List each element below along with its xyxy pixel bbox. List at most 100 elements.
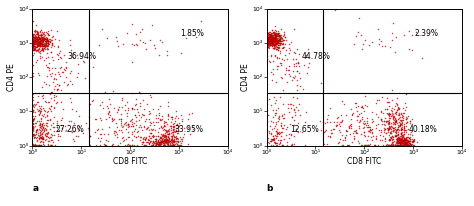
Point — [166, 140, 173, 143]
Point — [29, 63, 36, 66]
Point — [270, 46, 278, 49]
Point — [271, 34, 278, 37]
Point — [271, 40, 278, 43]
Point — [39, 39, 46, 42]
Point — [273, 44, 280, 47]
Point — [47, 96, 55, 99]
Point — [121, 109, 128, 112]
Point — [402, 92, 410, 95]
Point — [385, 121, 393, 124]
Point — [163, 122, 171, 125]
Point — [296, 76, 304, 80]
Point — [273, 34, 280, 37]
Point — [29, 129, 36, 132]
Point — [274, 32, 282, 35]
Point — [400, 107, 407, 110]
Point — [118, 137, 126, 140]
Point — [33, 29, 41, 33]
Point — [399, 128, 406, 131]
Point — [174, 144, 182, 147]
Point — [169, 130, 176, 134]
Point — [162, 138, 170, 141]
Point — [29, 95, 37, 98]
Point — [290, 135, 297, 138]
Point — [327, 136, 334, 139]
Point — [406, 141, 413, 145]
Point — [273, 48, 281, 51]
Point — [268, 39, 275, 42]
Point — [155, 134, 162, 137]
Point — [94, 127, 101, 130]
Point — [137, 116, 145, 119]
Point — [266, 35, 274, 38]
Point — [145, 142, 153, 145]
Point — [279, 45, 287, 48]
Point — [401, 127, 408, 130]
Point — [29, 44, 36, 47]
Point — [360, 131, 367, 134]
Point — [29, 45, 36, 48]
Point — [30, 117, 38, 120]
Point — [399, 135, 407, 138]
Point — [264, 133, 271, 136]
Point — [399, 139, 406, 142]
Point — [319, 120, 326, 124]
Point — [393, 122, 401, 125]
Point — [31, 47, 38, 51]
Point — [272, 32, 279, 35]
Point — [272, 39, 279, 42]
Point — [163, 142, 171, 145]
Point — [38, 38, 46, 41]
Point — [291, 108, 298, 111]
Point — [158, 114, 166, 118]
Point — [145, 129, 153, 132]
Point — [43, 47, 51, 50]
Point — [284, 68, 292, 71]
Point — [170, 140, 177, 143]
Point — [347, 124, 355, 127]
Point — [36, 136, 43, 139]
Point — [33, 37, 40, 40]
Point — [34, 48, 41, 51]
Point — [160, 138, 168, 141]
Point — [42, 56, 50, 59]
Point — [154, 143, 161, 146]
Point — [271, 43, 278, 47]
Point — [363, 125, 371, 129]
Point — [176, 144, 184, 147]
Point — [264, 137, 272, 140]
Point — [395, 143, 403, 146]
Point — [48, 43, 55, 47]
Point — [29, 126, 36, 129]
Point — [267, 138, 274, 141]
Point — [266, 61, 273, 64]
Point — [279, 38, 286, 41]
Point — [73, 53, 81, 56]
Point — [270, 31, 278, 34]
Point — [32, 45, 40, 48]
Point — [53, 53, 60, 56]
Point — [270, 46, 278, 49]
Point — [50, 44, 57, 48]
Point — [288, 144, 296, 147]
Point — [264, 36, 271, 39]
Point — [156, 117, 164, 120]
Point — [398, 123, 405, 126]
Point — [169, 124, 177, 128]
Point — [387, 137, 395, 140]
Point — [36, 41, 43, 44]
Point — [387, 131, 394, 134]
Point — [48, 66, 56, 69]
Point — [46, 92, 54, 96]
Point — [54, 129, 61, 133]
Point — [397, 140, 404, 144]
Point — [137, 91, 144, 95]
Point — [401, 139, 409, 142]
Point — [136, 30, 144, 33]
Point — [271, 30, 278, 33]
Point — [30, 133, 38, 136]
Point — [39, 48, 47, 52]
Point — [167, 138, 175, 141]
Point — [36, 140, 43, 143]
Point — [345, 144, 352, 147]
